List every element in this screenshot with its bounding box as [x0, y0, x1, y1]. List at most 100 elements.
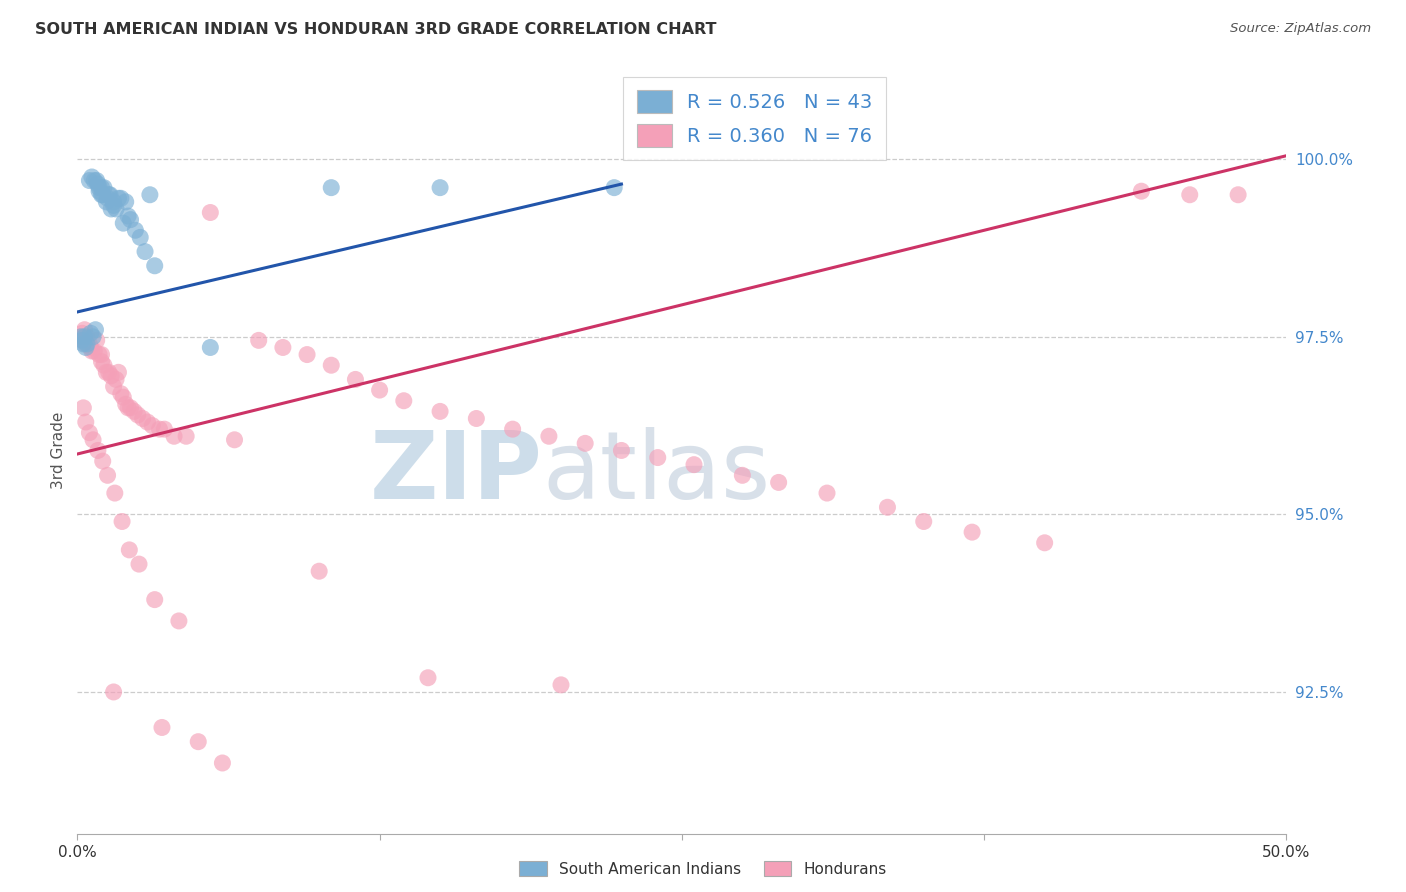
Point	[103, 685, 125, 699]
Point	[148, 422, 170, 436]
Point	[100, 368, 122, 383]
Point	[465, 411, 488, 425]
Point	[70, 330, 93, 344]
Point	[80, 169, 103, 184]
Point	[163, 429, 186, 443]
Point	[153, 422, 176, 436]
Point	[167, 614, 190, 628]
Point	[87, 184, 110, 198]
Point	[72, 334, 94, 348]
Point	[75, 337, 97, 351]
Point	[960, 525, 983, 540]
Point	[271, 341, 294, 355]
Point	[247, 334, 270, 348]
Point	[368, 383, 391, 397]
Point	[143, 259, 166, 273]
Point	[117, 401, 139, 415]
Point	[187, 734, 209, 748]
Point	[86, 334, 108, 348]
Point	[70, 326, 93, 341]
Point	[91, 187, 114, 202]
Point	[321, 180, 343, 194]
Point	[93, 358, 115, 372]
Point	[96, 191, 118, 205]
Point	[912, 515, 935, 529]
Point	[224, 433, 246, 447]
Point	[98, 187, 121, 202]
Point	[90, 354, 112, 368]
Point	[82, 330, 104, 344]
Point	[200, 341, 222, 355]
Point	[91, 454, 114, 468]
Point	[174, 429, 197, 443]
Point	[105, 202, 128, 216]
Point	[75, 341, 97, 355]
Point	[103, 194, 125, 209]
Point	[1227, 187, 1250, 202]
Point	[295, 348, 318, 362]
Point	[603, 180, 626, 194]
Point	[150, 721, 173, 735]
Legend: South American Indians, Hondurans: South American Indians, Hondurans	[512, 853, 894, 884]
Point	[1178, 187, 1201, 202]
Point	[127, 408, 149, 422]
Point	[392, 393, 415, 408]
Point	[96, 365, 118, 379]
Point	[124, 223, 146, 237]
Point	[429, 404, 451, 418]
Point	[110, 191, 132, 205]
Point	[90, 187, 112, 202]
Point	[83, 173, 105, 187]
Point	[143, 592, 166, 607]
Point	[73, 323, 96, 337]
Point	[416, 671, 439, 685]
Point	[129, 230, 152, 244]
Point	[610, 443, 633, 458]
Point	[107, 191, 129, 205]
Point	[82, 433, 104, 447]
Point	[96, 468, 118, 483]
Point	[72, 337, 94, 351]
Point	[79, 326, 101, 341]
Y-axis label: 3rd Grade: 3rd Grade	[51, 412, 66, 489]
Point	[112, 390, 135, 404]
Point	[76, 337, 98, 351]
Point	[97, 187, 120, 202]
Point	[118, 542, 141, 557]
Point	[344, 372, 367, 386]
Point	[120, 212, 142, 227]
Point	[76, 330, 98, 344]
Point	[75, 415, 97, 429]
Point	[134, 244, 156, 259]
Point	[321, 358, 343, 372]
Point	[114, 194, 136, 209]
Point	[90, 348, 112, 362]
Point	[139, 187, 162, 202]
Point	[72, 401, 94, 415]
Point	[87, 443, 110, 458]
Point	[100, 202, 122, 216]
Point	[429, 180, 451, 194]
Point	[86, 173, 108, 187]
Point	[768, 475, 790, 490]
Point	[112, 216, 135, 230]
Point	[105, 372, 128, 386]
Point	[97, 365, 120, 379]
Point	[136, 415, 159, 429]
Text: Source: ZipAtlas.com: Source: ZipAtlas.com	[1230, 22, 1371, 36]
Point	[117, 209, 139, 223]
Point	[120, 401, 142, 415]
Point	[87, 180, 110, 194]
Point	[1033, 536, 1056, 550]
Point	[815, 486, 838, 500]
Point	[103, 198, 125, 212]
Point	[79, 173, 101, 187]
Point	[731, 468, 754, 483]
Point	[128, 557, 150, 571]
Point	[104, 486, 127, 500]
Point	[70, 330, 93, 344]
Point	[141, 418, 163, 433]
Point	[114, 397, 136, 411]
Point	[537, 429, 560, 443]
Text: atlas: atlas	[543, 427, 770, 519]
